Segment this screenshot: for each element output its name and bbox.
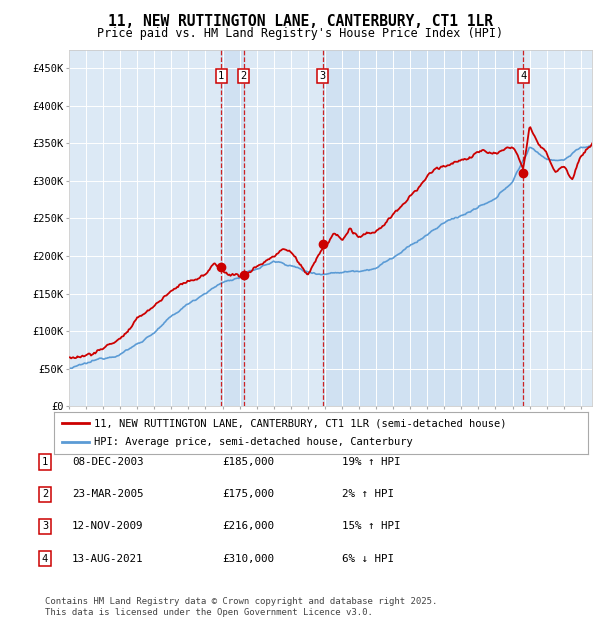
Text: 4: 4 — [520, 71, 526, 81]
Text: 2% ↑ HPI: 2% ↑ HPI — [342, 489, 394, 499]
Bar — [323, 50, 523, 406]
Text: 4: 4 — [42, 554, 48, 564]
Text: 19% ↑ HPI: 19% ↑ HPI — [342, 457, 401, 467]
Text: 1: 1 — [42, 457, 48, 467]
Text: 13-AUG-2021: 13-AUG-2021 — [72, 554, 143, 564]
Text: 15% ↑ HPI: 15% ↑ HPI — [342, 521, 401, 531]
Text: 08-DEC-2003: 08-DEC-2003 — [72, 457, 143, 467]
Text: £310,000: £310,000 — [222, 554, 274, 564]
Text: Price paid vs. HM Land Registry's House Price Index (HPI): Price paid vs. HM Land Registry's House … — [97, 27, 503, 40]
Text: 6% ↓ HPI: 6% ↓ HPI — [342, 554, 394, 564]
Text: £185,000: £185,000 — [222, 457, 274, 467]
Text: 23-MAR-2005: 23-MAR-2005 — [72, 489, 143, 499]
Text: 2: 2 — [42, 489, 48, 499]
Bar — [221, 50, 244, 406]
Text: 11, NEW RUTTINGTON LANE, CANTERBURY, CT1 1LR: 11, NEW RUTTINGTON LANE, CANTERBURY, CT1… — [107, 14, 493, 29]
Text: 11, NEW RUTTINGTON LANE, CANTERBURY, CT1 1LR (semi-detached house): 11, NEW RUTTINGTON LANE, CANTERBURY, CT1… — [94, 418, 506, 428]
Text: HPI: Average price, semi-detached house, Canterbury: HPI: Average price, semi-detached house,… — [94, 438, 413, 448]
Text: £216,000: £216,000 — [222, 521, 274, 531]
Text: 1: 1 — [218, 71, 224, 81]
Text: 12-NOV-2009: 12-NOV-2009 — [72, 521, 143, 531]
Text: 3: 3 — [320, 71, 326, 81]
Text: 2: 2 — [241, 71, 247, 81]
Text: £175,000: £175,000 — [222, 489, 274, 499]
Text: 3: 3 — [42, 521, 48, 531]
Text: Contains HM Land Registry data © Crown copyright and database right 2025.
This d: Contains HM Land Registry data © Crown c… — [45, 598, 437, 617]
